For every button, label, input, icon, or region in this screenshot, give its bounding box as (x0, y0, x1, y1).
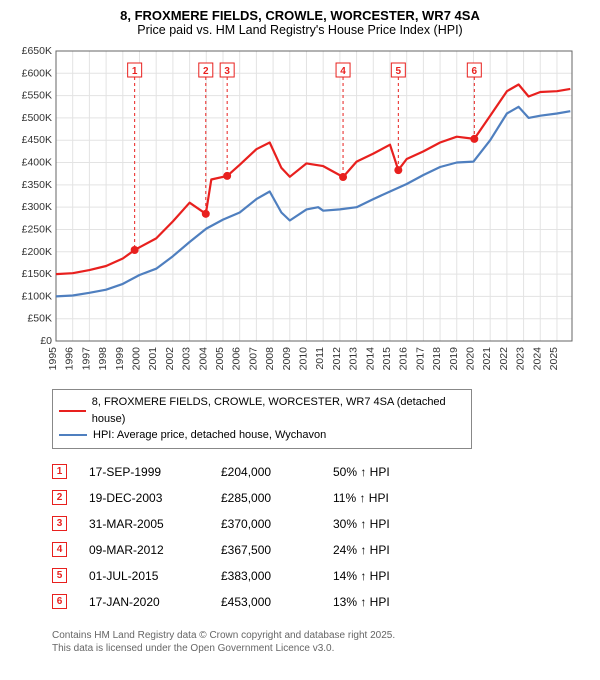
svg-text:2023: 2023 (515, 347, 527, 371)
event-diff: 50% ↑ HPI (333, 465, 433, 479)
svg-text:2005: 2005 (214, 347, 226, 371)
svg-text:1997: 1997 (80, 347, 92, 371)
event-row: 1 17-SEP-1999 £204,000 50% ↑ HPI (52, 459, 590, 485)
svg-text:1: 1 (132, 66, 138, 77)
legend: 8, FROXMERE FIELDS, CROWLE, WORCESTER, W… (52, 389, 472, 449)
svg-text:2001: 2001 (147, 347, 159, 371)
event-number-box: 1 (52, 464, 67, 479)
event-date: 17-JAN-2020 (89, 595, 199, 609)
svg-text:2004: 2004 (197, 347, 209, 371)
svg-text:2013: 2013 (348, 347, 360, 371)
legend-swatch (59, 410, 86, 412)
footer-line: This data is licensed under the Open Gov… (52, 642, 590, 656)
event-number-box: 6 (52, 594, 67, 609)
event-row: 6 17-JAN-2020 £453,000 13% ↑ HPI (52, 589, 590, 615)
svg-text:6: 6 (472, 66, 478, 77)
svg-text:2012: 2012 (331, 347, 343, 371)
svg-text:1995: 1995 (47, 347, 59, 371)
footer: Contains HM Land Registry data © Crown c… (52, 629, 590, 656)
svg-text:2008: 2008 (264, 347, 276, 371)
svg-text:£300K: £300K (22, 201, 52, 213)
event-diff: 13% ↑ HPI (333, 595, 433, 609)
svg-text:2009: 2009 (281, 347, 293, 371)
svg-text:2018: 2018 (431, 347, 443, 371)
svg-text:£50K: £50K (27, 313, 52, 325)
event-number-box: 2 (52, 490, 67, 505)
event-price: £367,500 (221, 543, 311, 557)
event-row: 5 01-JUL-2015 £383,000 14% ↑ HPI (52, 563, 590, 589)
svg-text:2015: 2015 (381, 347, 393, 371)
svg-text:5: 5 (396, 66, 402, 77)
svg-text:2010: 2010 (297, 347, 309, 371)
event-price: £204,000 (221, 465, 311, 479)
svg-text:£550K: £550K (22, 90, 52, 102)
event-diff: 14% ↑ HPI (333, 569, 433, 583)
event-date: 17-SEP-1999 (89, 465, 199, 479)
svg-text:2006: 2006 (231, 347, 243, 371)
svg-text:2011: 2011 (314, 347, 326, 370)
svg-text:£0: £0 (40, 335, 52, 347)
svg-text:£450K: £450K (22, 134, 52, 146)
event-row: 3 31-MAR-2005 £370,000 30% ↑ HPI (52, 511, 590, 537)
svg-text:£100K: £100K (22, 290, 52, 302)
legend-item: HPI: Average price, detached house, Wych… (59, 427, 465, 444)
svg-text:3: 3 (224, 66, 230, 77)
svg-text:2014: 2014 (364, 347, 376, 371)
price-chart: £0 £50K £100K £150K £200K £250K £300K £350K £400… (10, 43, 582, 383)
chart-title: 8, FROXMERE FIELDS, CROWLE, WORCESTER, W… (10, 8, 590, 23)
event-price: £453,000 (221, 595, 311, 609)
svg-text:£500K: £500K (22, 112, 52, 124)
legend-swatch (59, 434, 87, 436)
event-number-box: 5 (52, 568, 67, 583)
svg-text:£600K: £600K (22, 67, 52, 79)
event-price: £370,000 (221, 517, 311, 531)
event-date: 19-DEC-2003 (89, 491, 199, 505)
svg-text:2007: 2007 (247, 347, 259, 371)
svg-text:1996: 1996 (64, 347, 76, 371)
svg-text:£250K: £250K (22, 223, 52, 235)
event-date: 09-MAR-2012 (89, 543, 199, 557)
svg-text:2003: 2003 (181, 347, 193, 371)
event-diff: 11% ↑ HPI (333, 491, 433, 505)
svg-text:2020: 2020 (464, 347, 476, 371)
svg-text:£400K: £400K (22, 157, 52, 169)
footer-line: Contains HM Land Registry data © Crown c… (52, 629, 590, 643)
event-price: £285,000 (221, 491, 311, 505)
svg-text:1999: 1999 (114, 347, 126, 371)
svg-text:2025: 2025 (548, 347, 560, 371)
svg-text:2: 2 (203, 66, 209, 77)
event-number-box: 3 (52, 516, 67, 531)
svg-text:4: 4 (340, 66, 346, 77)
legend-label: 8, FROXMERE FIELDS, CROWLE, WORCESTER, W… (92, 394, 465, 427)
event-price: £383,000 (221, 569, 311, 583)
svg-text:£350K: £350K (22, 179, 52, 191)
event-date: 31-MAR-2005 (89, 517, 199, 531)
event-diff: 24% ↑ HPI (333, 543, 433, 557)
svg-text:£150K: £150K (22, 268, 52, 280)
svg-text:1998: 1998 (97, 347, 109, 371)
legend-label: HPI: Average price, detached house, Wych… (93, 427, 326, 444)
chart-subtitle: Price paid vs. HM Land Registry's House … (10, 23, 590, 37)
svg-text:2022: 2022 (498, 347, 510, 371)
svg-text:2019: 2019 (448, 347, 460, 371)
event-row: 2 19-DEC-2003 £285,000 11% ↑ HPI (52, 485, 590, 511)
event-number-box: 4 (52, 542, 67, 557)
svg-text:2021: 2021 (481, 347, 493, 371)
svg-text:2016: 2016 (398, 347, 410, 371)
svg-text:2017: 2017 (414, 347, 426, 371)
svg-text:£200K: £200K (22, 246, 52, 258)
event-diff: 30% ↑ HPI (333, 517, 433, 531)
svg-text:2002: 2002 (164, 347, 176, 371)
legend-item: 8, FROXMERE FIELDS, CROWLE, WORCESTER, W… (59, 394, 465, 427)
sale-events-table: 1 17-SEP-1999 £204,000 50% ↑ HPI 2 19-DEC-200… (52, 459, 590, 615)
svg-text:£650K: £650K (22, 45, 52, 57)
svg-text:2024: 2024 (531, 347, 543, 371)
chart-container: 8, FROXMERE FIELDS, CROWLE, WORCESTER, W… (0, 0, 600, 666)
event-date: 01-JUL-2015 (89, 569, 199, 583)
svg-text:2000: 2000 (130, 347, 142, 371)
event-row: 4 09-MAR-2012 £367,500 24% ↑ HPI (52, 537, 590, 563)
